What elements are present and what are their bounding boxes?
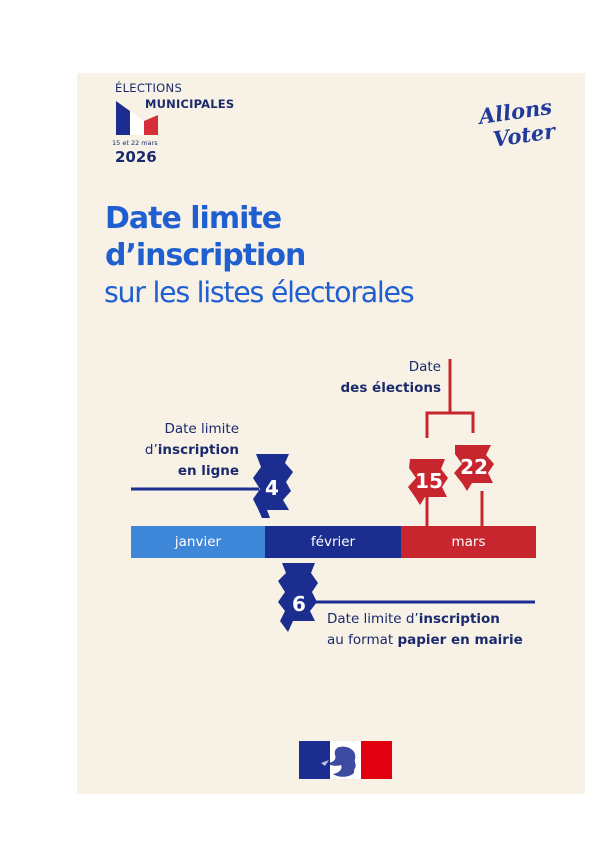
day-badge-paper: 6 — [278, 563, 318, 632]
svg-text:6: 6 — [292, 592, 306, 616]
day-badge-election-2: 22 — [454, 445, 494, 491]
tricolor-flag-icon — [116, 101, 158, 135]
month-march: mars — [401, 526, 536, 558]
election-label-line-1: Date — [408, 359, 441, 375]
logo-year: 2026 — [115, 148, 157, 166]
day-badge-election-1: 15 — [408, 459, 448, 505]
svg-text:22: 22 — [460, 455, 488, 479]
logo-dates: 15 et 22 mars — [112, 139, 158, 147]
election-label-line-2: des élections — [340, 380, 442, 396]
online-label-line-2: d’inscription — [144, 442, 239, 458]
title-line-2: d’inscription — [105, 238, 306, 273]
logo-elections-text: ÉLECTIONS — [115, 81, 183, 95]
election-connector — [425, 359, 484, 528]
logo-municipales-text: MUNICIPALES — [145, 97, 235, 111]
paper-label-line-2: au format papier en mairie — [327, 632, 523, 648]
allons-voter-logo: Allons Voter! — [475, 94, 557, 151]
paper-deadline-label: Date limite d’inscription au format papi… — [327, 609, 523, 651]
month-january: janvier — [131, 526, 265, 558]
month-february: février — [265, 526, 401, 558]
online-label-line-1: Date limite — [164, 421, 239, 437]
election-date-label: Date des élections — [341, 357, 442, 399]
day-badge-online: 4 — [253, 454, 293, 518]
election-poster: ÉLECTIONS MUNICIPALES 15 et 22 mars 2026… — [77, 73, 585, 794]
online-deadline-label: Date limite d’inscription en ligne — [145, 419, 239, 482]
subtitle: sur les listes électorales — [104, 276, 415, 309]
svg-text:4: 4 — [265, 476, 279, 500]
title-line-1: Date limite — [105, 201, 282, 236]
paper-label-line-1: Date limite d’inscription — [327, 611, 500, 627]
online-label-line-3: en ligne — [177, 463, 239, 479]
timeline-graphic: 4 6 15 22 — [131, 359, 535, 632]
svg-text:15: 15 — [415, 469, 443, 493]
marianne-logo — [299, 741, 392, 779]
